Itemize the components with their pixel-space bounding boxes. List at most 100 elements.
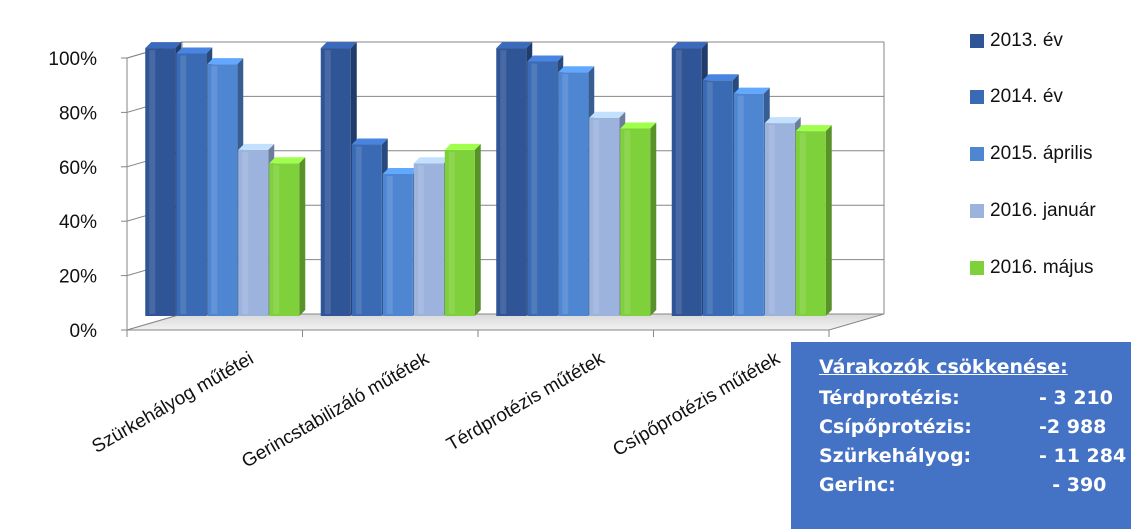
bar-top: [671, 42, 708, 49]
bar-highlight: [593, 119, 600, 314]
chart-floor: [126, 313, 885, 331]
bar-highlight: [706, 82, 713, 314]
bar-front: [671, 48, 702, 317]
bar-top: [207, 58, 244, 65]
bar-highlight: [448, 151, 455, 314]
legend-item: 2014. év: [970, 86, 1063, 108]
legend-label: 2016. január: [990, 200, 1096, 221]
bar-top: [444, 143, 481, 150]
legend-swatch: [970, 261, 984, 275]
bar: [620, 122, 657, 317]
bar-highlight: [242, 151, 249, 314]
bar-highlight: [737, 95, 744, 314]
x-tick-label: Térdprotézis műtétek: [443, 348, 608, 456]
bar-top: [269, 157, 306, 164]
infobox-value: - 3 210: [1039, 386, 1113, 409]
legend-swatch: [970, 147, 984, 161]
bar: [269, 157, 306, 316]
infobox-label: Térdprotézis:: [819, 386, 960, 409]
bar: [671, 42, 708, 317]
bar-top: [320, 42, 357, 49]
bar-front: [320, 48, 351, 317]
bar-top: [764, 117, 801, 124]
bar-front: [795, 131, 826, 316]
bar-highlight: [768, 125, 775, 315]
bar-top: [733, 87, 770, 94]
x-tick-label: Szürkehályog műtétei: [89, 348, 258, 458]
legend-item: 2016. május: [970, 257, 1094, 279]
bar: [558, 66, 595, 316]
bar-side: [474, 143, 481, 316]
bar-front: [351, 144, 382, 316]
y-tick-label: 80%: [59, 103, 97, 124]
bar-front: [145, 48, 176, 317]
bar: [413, 157, 450, 316]
bar-front: [176, 53, 207, 316]
bar-top: [382, 168, 419, 175]
bar-top: [795, 125, 832, 132]
bar-front: [238, 149, 269, 316]
legend-item: 2016. január: [970, 200, 1096, 222]
bar-front: [620, 128, 651, 316]
bar: [176, 47, 213, 316]
bar-front: [207, 64, 238, 316]
bar-top: [413, 157, 450, 164]
y-tick-label: 40%: [59, 212, 97, 233]
bar-top: [589, 111, 626, 118]
legend-label: 2015. április: [990, 143, 1093, 164]
bar-top: [351, 138, 388, 145]
waiting-list-reduction-box: Várakozók csökkenése: Térdprotézis: - 3 …: [791, 342, 1131, 529]
bar: [527, 55, 564, 317]
infobox-value: -2 988: [1039, 415, 1107, 438]
legend-swatch: [970, 204, 984, 218]
bar: [382, 168, 419, 316]
infobox-label: Szürkehályog:: [819, 444, 972, 467]
bar-top: [176, 47, 213, 54]
infobox-row: Gerinc: - 390: [819, 470, 1131, 499]
y-tick-label: 20%: [59, 267, 97, 288]
bar-front: [527, 61, 558, 317]
bar-top: [238, 143, 275, 150]
bar: [496, 42, 533, 317]
bar-front: [558, 72, 589, 316]
legend-swatch: [970, 90, 984, 104]
bar-front: [589, 117, 620, 316]
infobox-label: Csípőprotézis:: [819, 415, 972, 438]
bar-front: [496, 48, 527, 317]
bar: [444, 143, 481, 316]
x-tick-label: Gerincstabilizáló műtétek: [238, 348, 433, 473]
infobox-value: - 11 284: [1039, 444, 1127, 467]
infobox-row: Térdprotézis: - 3 210: [819, 383, 1131, 412]
bar-highlight: [624, 130, 631, 314]
y-tick-label: 60%: [59, 158, 97, 179]
bar-front: [444, 149, 475, 316]
bar-highlight: [211, 66, 218, 314]
bar-highlight: [531, 63, 538, 315]
legend-item: 2015. április: [970, 143, 1092, 165]
y-tick-label: 100%: [48, 49, 97, 70]
bar-highlight: [273, 165, 280, 314]
bar-top: [527, 55, 564, 62]
infobox-label: Gerinc:: [819, 473, 896, 496]
bar-highlight: [180, 55, 187, 314]
bar: [589, 111, 626, 316]
bar-top: [496, 42, 533, 49]
bar-front: [269, 163, 300, 316]
x-tick-label: Csípőprotézis műtétek: [610, 348, 785, 461]
bar: [764, 117, 801, 317]
bar-front: [733, 93, 764, 316]
infobox-title: Várakozók csökkenése:: [819, 356, 1068, 378]
bar: [320, 42, 357, 317]
y-tick-label: 0%: [70, 321, 98, 342]
bar: [207, 58, 244, 316]
bar-highlight: [149, 50, 156, 315]
legend-label: 2016. május: [990, 257, 1094, 278]
bar: [733, 87, 770, 316]
bar-highlight: [675, 50, 682, 315]
bar-top: [620, 122, 657, 129]
bar-highlight: [355, 146, 362, 314]
bar: [238, 143, 275, 316]
legend-item: 2013. év: [970, 30, 1063, 52]
